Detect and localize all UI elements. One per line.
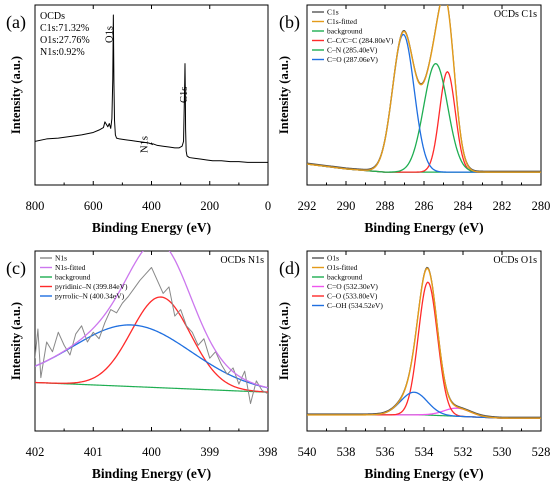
legend-entry: pyrrolic–N (400.34eV) [55,292,125,301]
composition-annotation: OCDs [40,11,65,22]
x-tick-label: 530 [493,445,512,459]
x-tick-label: 0 [265,199,271,213]
component-peak-line [35,325,268,388]
peak-label: C1s [179,87,190,103]
x-tick-label: 528 [532,445,550,459]
peak-label: N1s [140,136,151,153]
panel-label: (d) [279,258,300,279]
x-tick-label: 540 [298,445,317,459]
x-tick-label: 536 [376,445,395,459]
legend-entry: N1s [55,254,67,263]
panel-c: 402 401 400 399 398 Binding Energy (eV) Intens… [6,241,277,481]
x-tick-label: 286 [415,199,434,213]
panel-b: 292 290 288 286 284 282 280 Binding Energy (eV)… [277,0,550,235]
x-tick-label: 532 [454,445,473,459]
legend-entry: O1s [327,254,339,263]
x-tick-label: 284 [454,199,474,213]
legend-entry: C=O (532.30eV) [327,282,378,291]
x-tick-label: 800 [26,199,45,213]
legend-entry: C–C/C=C (284.80eV) [327,36,394,45]
legend-entry: C1s-fitted [327,17,357,26]
x-tick-label: 402 [26,445,45,459]
x-tick-label: 292 [298,199,317,213]
legend-entry: C=O (287.06eV) [327,55,378,64]
background-line [35,383,268,393]
x-tick-label: 280 [532,199,550,213]
legend-entry: O1s-fitted [327,263,358,272]
component-peak-line [35,297,268,392]
x-axis-title: Binding Energy (eV) [364,466,483,481]
x-tick-label: 288 [376,199,395,213]
x-tick-label: 200 [200,199,219,213]
x-axis-title: Binding Energy (eV) [364,220,483,235]
x-tick-label: 290 [337,199,356,213]
x-tick-label: 282 [493,199,512,213]
legend-entry: C–O (533.80eV) [327,292,378,301]
y-axis-title: Intensity (a.u.) [277,302,291,380]
legend-entry: background [327,273,363,282]
y-axis-title: Intensity (a.u.) [277,56,291,134]
legend-entry: pyridinic–N (399.84eV) [55,282,128,291]
legend-entry: C–OH (534.52eV) [327,301,383,310]
legend-entry: C1s [327,8,339,17]
composition-annotation: N1s:0.92% [40,47,85,58]
legend-entry: background [327,27,363,36]
x-tick-label: 399 [200,445,219,459]
peak-label: O1s [104,26,115,43]
x-axis-title: Binding Energy (eV) [92,220,211,235]
legend-entry: N1s-fitted [55,263,86,272]
y-axis-title: Intensity (a.u.) [9,302,23,380]
panel-label: (b) [279,12,300,33]
plot-title: OCDs N1s [220,255,264,266]
x-tick-label: 398 [259,445,278,459]
panel-a: 800 600 400 200 0 Binding Energy (eV) Intensit… [6,5,271,235]
panel-label: (a) [6,12,26,33]
x-axis-title: Binding Energy (eV) [92,466,211,481]
x-tick-label: 400 [142,199,161,213]
panel-label: (c) [6,258,26,279]
plot-title: OCDs C1s [494,9,537,20]
panel-d: 540 538 536 534 532 530 528 Binding Energy (eV)… [277,251,550,481]
legend-entry: background [55,273,91,282]
y-axis-title: Intensity (a.u.) [9,56,23,134]
x-tick-label: 400 [142,445,161,459]
component-peak-line [307,72,541,172]
x-tick-label: 401 [84,445,103,459]
x-tick-label: 538 [337,445,356,459]
composition-annotation: C1s:71.32% [40,23,89,34]
x-tick-label: 600 [84,199,103,213]
composition-annotation: O1s:27.76% [40,35,90,46]
legend-entry: C–N (285.40eV) [327,46,378,55]
plot-title: OCDs O1s [493,255,537,266]
x-tick-label: 534 [415,445,435,459]
